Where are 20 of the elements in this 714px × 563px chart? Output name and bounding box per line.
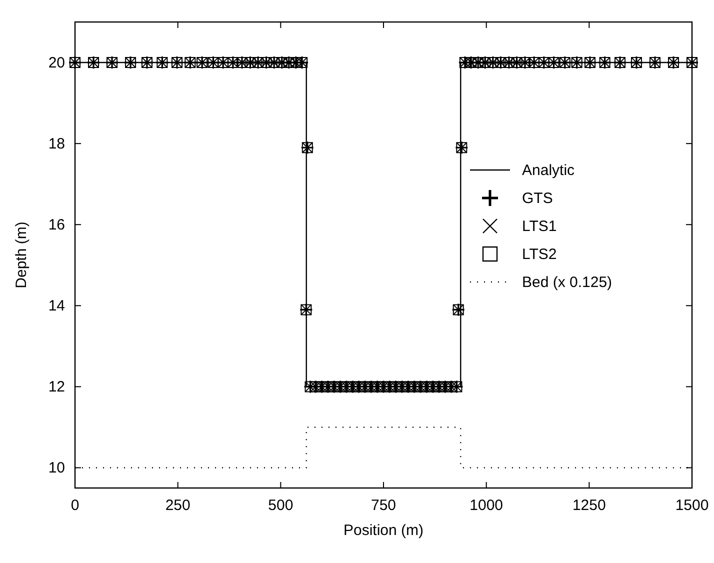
x-tick-label: 1500 bbox=[675, 497, 709, 514]
x-tick-label: 0 bbox=[70, 497, 80, 514]
x-tick-label: 500 bbox=[268, 497, 294, 514]
y-tick-label: 14 bbox=[48, 298, 65, 315]
y-axis-title: Depth (m) bbox=[13, 222, 30, 288]
legend-label: Analytic bbox=[522, 162, 576, 179]
legend-label: GTS bbox=[522, 190, 553, 207]
x-tick-label: 1000 bbox=[470, 497, 504, 514]
y-tick-label: 18 bbox=[48, 136, 65, 153]
legend-label: LTS2 bbox=[522, 246, 557, 263]
legend-label: LTS1 bbox=[522, 218, 557, 235]
x-tick-label: 250 bbox=[165, 497, 190, 514]
y-tick-label: 12 bbox=[48, 378, 65, 396]
x-tick-label: 1250 bbox=[572, 497, 606, 514]
y-tick-label: 20 bbox=[48, 54, 65, 72]
x-axis-title: Position (m) bbox=[343, 522, 424, 539]
y-tick-label: 16 bbox=[48, 216, 65, 234]
x-tick-label: 750 bbox=[370, 497, 396, 514]
y-tick-label: 10 bbox=[48, 460, 65, 477]
legend-label: Bed (x 0.125) bbox=[522, 274, 612, 291]
